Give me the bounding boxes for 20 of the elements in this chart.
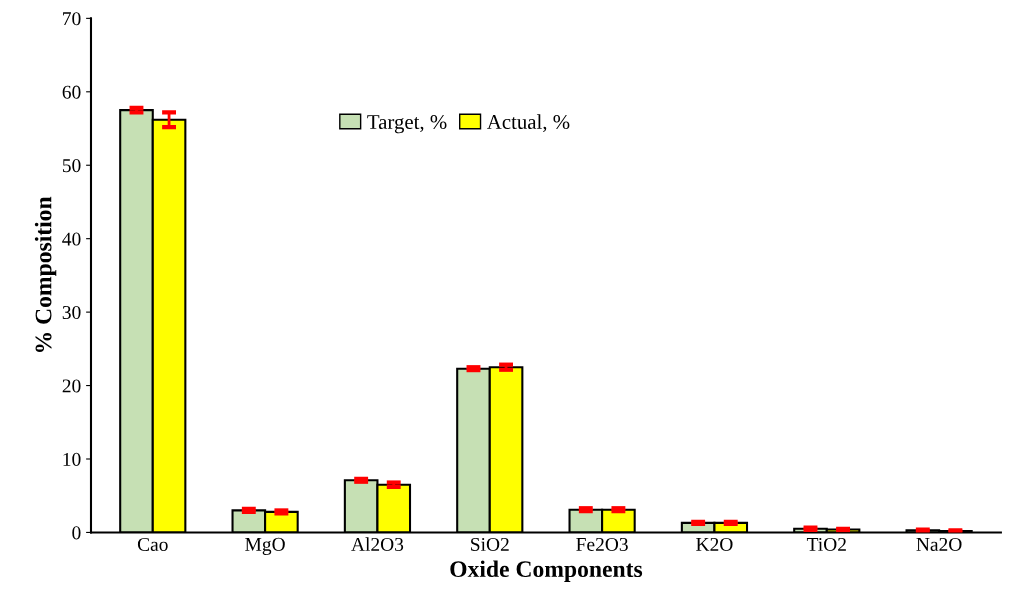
legend-label: Actual, % [486, 114, 570, 133]
y-tick-label: 70 [63, 12, 81, 26]
y-tick-label: 50 [62, 159, 81, 173]
y-tick-label: 30 [62, 305, 81, 320]
x-axis-title: Oxide Components [450, 560, 643, 582]
x-tick-label: MgO [245, 537, 285, 555]
x-tick-label: Fe2O3 [576, 537, 628, 551]
x-tick-label: Na2O [916, 537, 962, 551]
x-tick-label: Cao [137, 537, 168, 551]
y-tick-label: 60 [62, 85, 81, 99]
x-tick-label: TiO2 [806, 537, 846, 551]
x-tick-label: K2O [696, 537, 733, 551]
x-tick-label: SiO2 [471, 537, 509, 551]
legend-label: Target, % [367, 114, 447, 134]
y-axis-title: % Composition [34, 196, 57, 353]
y-tick-label: 40 [62, 232, 81, 246]
x-tick-label: Al2O3 [351, 537, 404, 551]
y-tick-label: 20 [62, 379, 81, 393]
y-tick-label: 0 [72, 526, 81, 540]
y-tick-label: 10 [63, 452, 81, 466]
